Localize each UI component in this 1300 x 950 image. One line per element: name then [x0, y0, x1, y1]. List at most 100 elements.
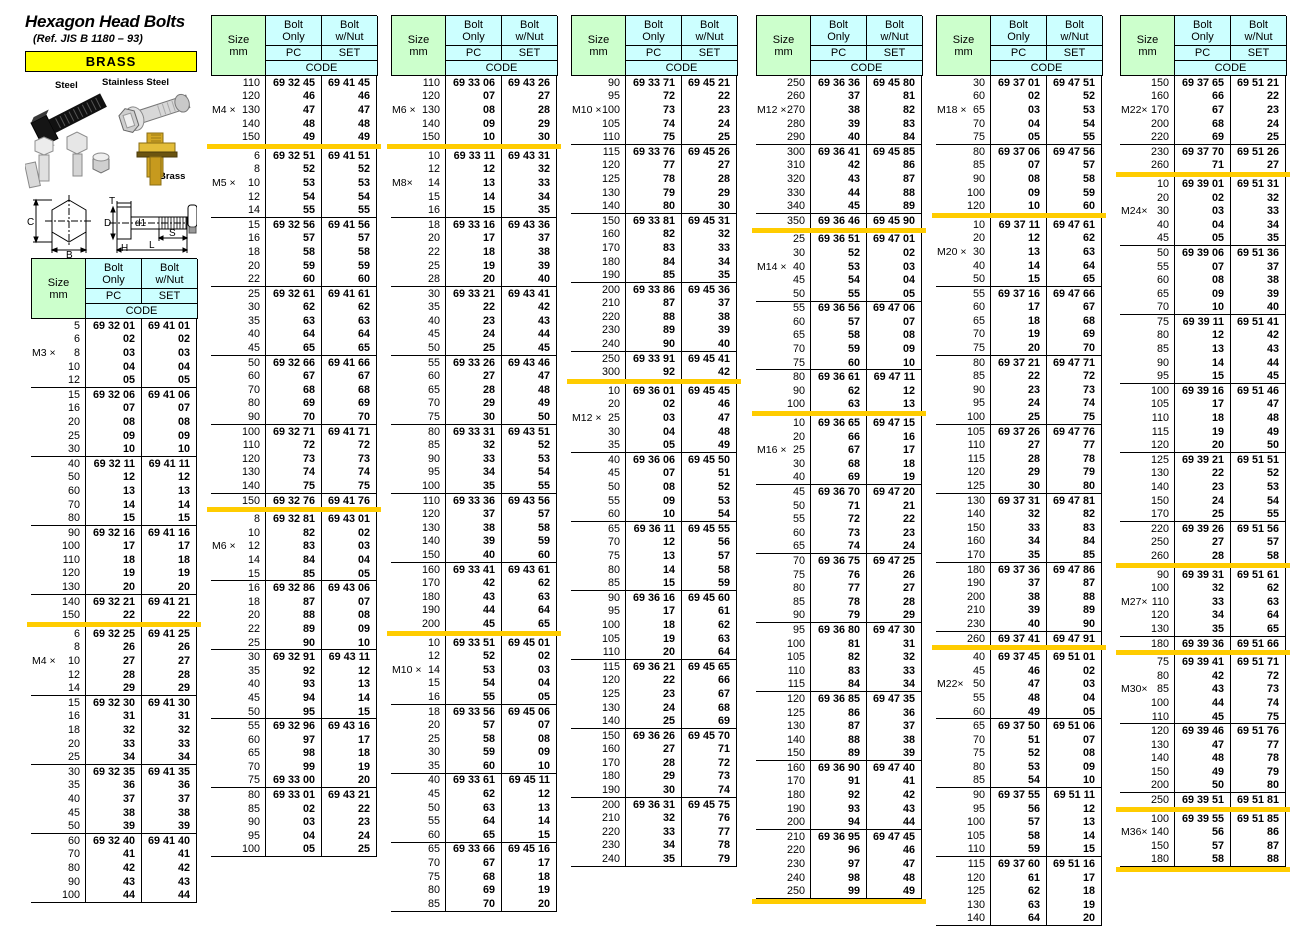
size-cell: 230	[786, 858, 805, 871]
catalog-column-6: Size mm Bolt Only Bolt w/Nut PC SET CODE 30 69 …	[932, 15, 1106, 927]
table-row: 70 29 49	[391, 396, 557, 411]
set-code-cell: 69 45 60	[681, 590, 737, 605]
set-code-cell: 80	[1230, 778, 1286, 793]
table-row: 110 69 33 06 69 43 26	[391, 76, 557, 90]
size-cell: 10	[247, 526, 260, 539]
pc-code-cell: 20	[1174, 438, 1230, 453]
set-code-cell: 73	[681, 769, 737, 784]
table-row: 160 69 33 41 69 43 61	[391, 562, 557, 577]
pc-code-cell: 88	[810, 732, 866, 747]
table-row: 65 98 18	[211, 746, 377, 761]
table-row: 130 47 77	[1120, 737, 1286, 752]
size-cell: 80	[792, 582, 805, 595]
pc-code-cell: 72	[810, 512, 866, 526]
size-cell: 120	[966, 466, 985, 479]
size-cell: 100	[966, 411, 985, 424]
table-row: 230 97 47	[756, 857, 922, 871]
size-cell: 65	[972, 314, 985, 327]
code-header: CODE	[266, 61, 378, 76]
set-code-cell: 69 45 36	[681, 282, 737, 297]
size-cell: 16	[67, 402, 80, 415]
table-row: 125 62 18	[936, 884, 1102, 899]
pc-code-cell: 22	[990, 369, 1046, 384]
size-cell: 110	[422, 76, 440, 89]
pc-code-cell: 65	[445, 828, 501, 842]
table-row: M12 × 270 38 82	[756, 103, 922, 117]
set-code-cell: 27	[1230, 158, 1286, 173]
set-code-cell: 69 41 06	[141, 387, 197, 402]
set-code-cell: 69 43 61	[501, 562, 557, 577]
pc-code-cell: 49	[265, 130, 321, 144]
table-row: 40 14 64	[936, 258, 1102, 273]
size-cell: 250	[786, 885, 805, 898]
size-cell: 140	[241, 480, 260, 493]
pc-code-cell: 83	[810, 663, 866, 678]
table-row: 90 43 43	[31, 874, 197, 889]
size-cell: 110	[242, 76, 260, 89]
pc-code-cell: 49	[1174, 765, 1230, 779]
pc-code-cell: 04	[625, 424, 681, 439]
size-cell: 210	[601, 812, 620, 825]
pc-code-cell: 02	[265, 801, 321, 816]
set-code-cell: 69 43 51	[501, 424, 557, 439]
set-code-cell: 05	[501, 690, 557, 704]
size-cell: 40	[1156, 218, 1169, 231]
pc-code-cell: 08	[990, 172, 1046, 186]
set-code-cell: 31	[866, 636, 922, 651]
set-code-cell: 29	[501, 116, 557, 131]
size-cell: 170	[1150, 103, 1169, 116]
pc-code-cell: 54	[990, 773, 1046, 788]
pc-code-cell: 69 32 16	[85, 525, 141, 540]
table-row: M8× 14 13 33	[391, 176, 557, 190]
size-cell: 60	[247, 733, 260, 746]
pc-code-cell: 69 39 55	[1174, 811, 1230, 826]
set-code-cell: 39	[1230, 286, 1286, 301]
size-cell: 6	[73, 627, 80, 640]
size-cell: 290	[786, 131, 805, 144]
pc-code-cell: 69 37 41	[990, 631, 1046, 646]
table-row: 16 15 35	[391, 203, 557, 217]
size-cell: 70	[427, 397, 440, 410]
pc-code-cell: 69	[265, 396, 321, 411]
table-row: M12 × 25 03 47	[571, 411, 737, 425]
set-code-cell: 36	[141, 778, 197, 793]
set-code-cell: 72	[1046, 369, 1102, 384]
table-row: 70 41 41	[31, 847, 197, 862]
set-code-cell: 75	[1046, 410, 1102, 424]
table-row: 300 69 36 41 69 45 85	[756, 144, 922, 159]
table-row: 55 72 22	[756, 512, 922, 526]
table-row: 140 48 78	[1120, 751, 1286, 766]
size-cell: 120	[241, 452, 260, 465]
set-code-cell: 69 51 66	[1230, 636, 1286, 651]
set-code-cell: 08	[501, 731, 557, 746]
table-row: 20 88 08	[211, 608, 377, 623]
table-row: M22× 50 47 03	[936, 677, 1102, 692]
dim-label-D: D	[104, 218, 111, 229]
set-code-cell: 69 47 45	[866, 830, 922, 844]
pc-code-cell: 62	[265, 300, 321, 315]
pc-code-cell: 13	[1174, 342, 1230, 356]
set-code-cell: 45	[501, 341, 557, 355]
set-code-cell: 37	[141, 792, 197, 806]
table-row: 75 68 18	[391, 869, 557, 884]
table-row: 30 59 09	[391, 745, 557, 760]
bolt-wnut-header: Bolt w/Nut	[502, 16, 558, 46]
table-row: 125 78 28	[571, 172, 737, 186]
pc-code-cell: 69 36 41	[810, 144, 866, 159]
pc-code-cell: 69 36 31	[625, 797, 681, 812]
size-cell: 16	[247, 582, 260, 595]
set-code-cell: 18	[501, 869, 557, 884]
set-code-cell: 69 47 81	[1046, 493, 1102, 508]
size-cell: 190	[966, 577, 985, 590]
pc-header: PC	[626, 46, 682, 61]
size-cell: 115	[967, 452, 985, 465]
pc-code-cell: 69 36 65	[810, 416, 866, 430]
size-cell: 80	[67, 861, 80, 874]
table-row: 80 77 27	[756, 581, 922, 595]
section-separator	[567, 379, 741, 385]
size-cell: 18	[427, 218, 440, 231]
pc-code-cell: 35	[990, 548, 1046, 562]
table-row: 30 62 62	[211, 300, 377, 315]
table-row: 60 57 07	[756, 315, 922, 329]
set-code-cell: 69 41 25	[141, 627, 197, 641]
